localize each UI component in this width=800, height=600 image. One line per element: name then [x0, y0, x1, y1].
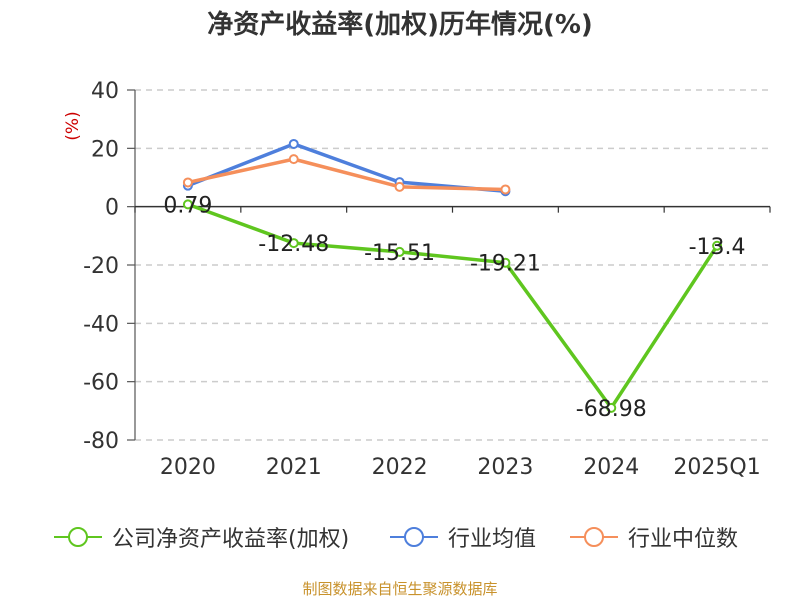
- y-tick-label: -80: [83, 429, 119, 454]
- legend-label: 行业均值: [448, 527, 537, 552]
- legend-line-marker-icon: [390, 527, 438, 547]
- data-point: [182, 199, 193, 210]
- x-tick-label: 2021: [266, 455, 322, 480]
- chart-title: 净资产收益率(加权)历年情况(%): [207, 10, 593, 40]
- legend-line-marker-icon: [54, 527, 102, 547]
- x-tick-label: 2020: [160, 455, 216, 480]
- series-line: [187, 157, 506, 192]
- data-point: [712, 240, 723, 251]
- data-label: -19.21: [470, 252, 541, 277]
- data-point: [500, 257, 511, 268]
- y-axis-unit-label: (%): [63, 111, 83, 140]
- source-note: 制图数据来自恒生聚源数据库: [302, 580, 498, 598]
- data-point: [288, 238, 299, 249]
- data-point: [394, 181, 405, 192]
- data-point: [394, 246, 405, 257]
- data-point: [288, 138, 299, 149]
- data-label: 0.79: [163, 193, 212, 218]
- data-point: [606, 402, 617, 413]
- y-tick-label: 0: [105, 196, 119, 221]
- x-tick-label: 2025Q1: [673, 455, 760, 480]
- legend-item-industry-median[interactable]: 行业中位数: [568, 522, 738, 552]
- data-point: [288, 154, 299, 165]
- legend-item-industry-mean[interactable]: 行业均值: [388, 522, 536, 552]
- x-tick-label: 2022: [372, 455, 428, 480]
- y-tick-label: -60: [83, 371, 119, 396]
- y-tick-label: 40: [91, 79, 119, 104]
- series-line: [187, 202, 719, 410]
- data-label: -12.48: [258, 232, 329, 257]
- data-label: -68.98: [576, 397, 647, 422]
- legend-label: 公司净资产收益率(加权): [112, 527, 350, 552]
- data-point: [182, 177, 193, 188]
- data-point: [500, 184, 511, 195]
- y-tick-label: 20: [91, 137, 119, 162]
- data-label: -13.4: [689, 235, 746, 260]
- y-tick-label: -20: [83, 254, 119, 279]
- data-label: -15.51: [364, 241, 435, 266]
- x-tick-label: 2024: [583, 455, 639, 480]
- legend-line-marker-icon: [570, 527, 618, 547]
- x-tick-label: 2023: [477, 455, 533, 480]
- series-line: [187, 142, 506, 193]
- y-tick-label: -40: [83, 312, 119, 337]
- legend-item-company[interactable]: 公司净资产收益率(加权): [52, 522, 349, 552]
- legend-label: 行业中位数: [628, 527, 739, 552]
